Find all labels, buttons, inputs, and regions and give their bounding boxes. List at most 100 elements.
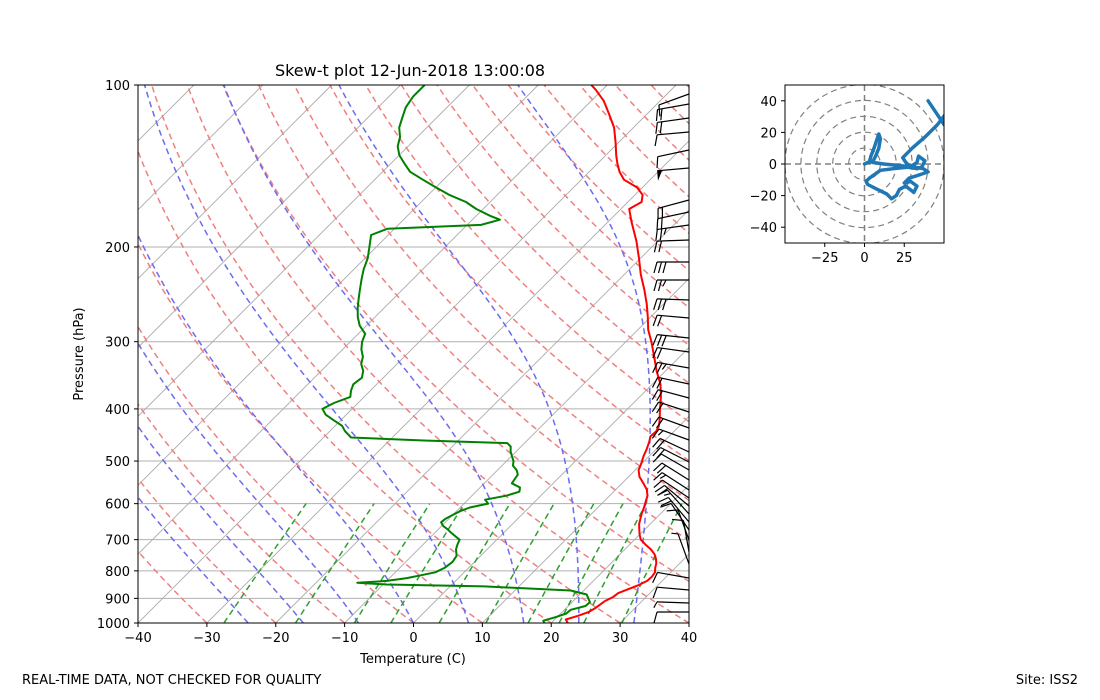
wind-barb-feather: [653, 298, 658, 310]
wind-barb-shaft: [658, 401, 690, 413]
wind-barb: [652, 334, 690, 347]
wind-barb-feather: [652, 438, 661, 448]
wind-barb-feather: [654, 484, 665, 493]
wind-barb: [653, 611, 689, 624]
wind-barb: [671, 532, 690, 565]
isotherm-gridline: [138, 85, 332, 280]
hodograph-trace: [862, 113, 944, 201]
x-tick-label: 10: [474, 631, 491, 646]
wind-barb-feather: [652, 334, 658, 346]
wind-barb-feather: [659, 121, 663, 134]
hodograph-y-tick-label: 0: [769, 158, 777, 173]
isotherm-gridline: [0, 85, 56, 623]
wind-barb-feather: [656, 390, 663, 402]
dry-adiabat: [138, 550, 208, 623]
wind-barb: [652, 437, 690, 453]
wind-barb-feather: [655, 122, 658, 134]
wind-barb-shaft: [658, 93, 690, 106]
wind-barb-feather: [656, 362, 663, 374]
dry-adiabat: [138, 242, 483, 623]
site-label: Site: ISS2: [1015, 673, 1078, 688]
mixing-ratio-line: [353, 503, 431, 623]
hodograph-x-tick-label: 0: [860, 251, 868, 266]
isotherm-gridline: [138, 85, 401, 349]
wind-barb-shaft: [657, 199, 690, 209]
wind-barb: [657, 167, 690, 181]
dry-adiabat: [365, 85, 689, 423]
dry-adiabat: [186, 85, 689, 623]
wind-barb: [653, 462, 690, 481]
wind-barb-feather: [653, 240, 658, 253]
wind-barb-shaft: [657, 314, 690, 319]
wind-barb-shaft: [677, 509, 690, 541]
dry-adiabat: [138, 477, 277, 623]
wind-barb-feather: [660, 500, 672, 507]
wind-barb-feather: [657, 298, 663, 311]
wind-barb-feather: [660, 502, 672, 508]
wind-barb: [653, 239, 690, 253]
wind-barb-feather: [657, 496, 669, 503]
wind-barb-shaft: [657, 131, 690, 136]
y-tick-label: 400: [105, 403, 130, 418]
wind-barb: [652, 314, 690, 327]
quality-disclaimer: REAL-TIME DATA, NOT CHECKED FOR QUALITY: [22, 673, 322, 688]
wind-barb-pennant: [657, 170, 663, 181]
hodograph-y-tick-label: −40: [750, 221, 777, 236]
x-tick-label: 40: [681, 631, 698, 646]
wind-barb-shaft: [657, 586, 690, 591]
hodograph-x-tick-label: 25: [896, 251, 913, 266]
dewpoint-profile-line: [321, 85, 591, 623]
wind-barb-feather: [652, 362, 659, 374]
wind-barb-feather: [655, 109, 659, 121]
wind-barb-shaft: [682, 520, 690, 553]
wind-barb-feather: [656, 464, 667, 474]
wind-barb: [656, 211, 690, 231]
wind-barb: [656, 149, 690, 169]
wind-barb-feather: [671, 532, 679, 535]
isotherm-gridline: [138, 85, 264, 211]
wind-barb: [651, 416, 690, 429]
wind-barb-shaft: [657, 103, 690, 111]
dry-adiabat: [329, 85, 689, 462]
wind-barb-feather: [655, 229, 658, 241]
wind-barb-shaft: [657, 224, 690, 231]
isotherm-gridline: [138, 85, 608, 555]
wind-barb-feather: [657, 489, 668, 496]
wind-barb: [672, 518, 690, 553]
hodograph-y-tick-label: 40: [760, 95, 777, 110]
isotherm-gridline: [482, 415, 689, 623]
wind-barb-feather: [660, 217, 663, 230]
skewt-tick-labels: −40 −30 −20 −10 0 10 20 30 40 1000 900 800 700 600 500…: [97, 79, 697, 646]
wind-barb: [658, 93, 690, 117]
mixing-ratio-line: [390, 503, 466, 623]
moist-adiabat: [138, 341, 360, 623]
moist-adiabat: [138, 425, 304, 623]
isotherm-gridline: [344, 277, 689, 623]
wind-barb: [652, 453, 690, 471]
dry-adiabat: [436, 85, 689, 347]
wind-barb-feather: [656, 418, 664, 429]
mixing-ratio-line: [438, 503, 511, 623]
skewt-title: Skew-t plot 12-Jun-2018 13:00:08: [275, 61, 545, 80]
wind-barb-feather: [658, 240, 663, 253]
y-tick-label: 500: [105, 455, 130, 470]
isotherm-gridline: [275, 209, 689, 623]
isotherm-gridline: [758, 85, 1100, 623]
dry-adiabat: [258, 85, 689, 542]
wind-barb-feather: [656, 378, 663, 389]
wind-barb-feather: [653, 479, 663, 489]
wind-barb-feather: [652, 572, 659, 584]
wind-barb-shaft: [657, 389, 690, 399]
wind-barb-feather: [660, 108, 663, 121]
wind-barb-feather: [652, 347, 658, 359]
x-tick-label: −30: [193, 631, 220, 646]
wind-barb: [652, 346, 690, 359]
y-tick-label: 700: [105, 534, 130, 549]
wind-barb-shaft: [657, 149, 690, 158]
isotherm-gridline: [550, 484, 689, 623]
wind-barb-feather: [657, 430, 664, 436]
wind-barb: [653, 298, 690, 311]
hodograph-x-tick-label: −25: [811, 251, 838, 266]
hodograph-y-tick-label: 20: [760, 126, 777, 141]
hodograph: −25 0 25 40 20 0 −20 −40: [750, 84, 945, 266]
